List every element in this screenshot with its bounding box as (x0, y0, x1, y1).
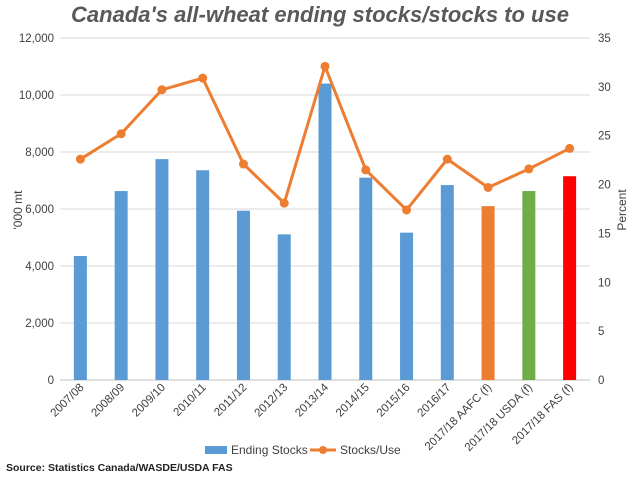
x-tick-label: 2007/08 (49, 382, 87, 420)
line-point (361, 165, 371, 175)
bar (359, 177, 373, 380)
right-axis-ticks: 0 5 10 15 20 25 30 35 (598, 33, 611, 387)
line-point (565, 143, 575, 153)
right-tick-label: 5 (598, 326, 604, 338)
bar (155, 159, 169, 380)
right-tick-label: 30 (598, 82, 611, 94)
line-point (157, 85, 167, 95)
legend-swatch-ending-stocks (205, 446, 227, 454)
bar (563, 176, 577, 380)
x-tick-label: 2012/13 (252, 382, 290, 420)
bar (236, 210, 250, 380)
right-tick-label: 35 (598, 33, 611, 45)
bar (440, 185, 454, 380)
bar (522, 191, 536, 380)
bar (114, 191, 128, 380)
line-point (198, 73, 208, 83)
bar (318, 83, 332, 380)
bar (196, 170, 210, 380)
left-tick-label: 12,000 (19, 33, 54, 45)
x-tick-label: 2010/11 (172, 382, 209, 419)
right-tick-label: 15 (598, 228, 611, 240)
line-point (402, 205, 412, 215)
x-tick-label: 2015/16 (375, 382, 413, 420)
x-tick-label: 2008/09 (89, 382, 127, 420)
line-point (238, 159, 248, 169)
left-tick-label: 0 (48, 375, 54, 387)
line-point (483, 183, 493, 193)
legend-label-stocks-use: Stocks/Use (340, 443, 401, 457)
x-tick-label: 2014/15 (334, 382, 372, 420)
right-tick-label: 0 (598, 375, 604, 387)
line-point (116, 129, 126, 139)
chart-title: Canada's all-wheat ending stocks/stocks … (71, 2, 569, 27)
line-point (442, 154, 452, 164)
left-tick-label: 6,000 (25, 204, 54, 216)
line-series (75, 61, 575, 215)
line-point (524, 164, 534, 174)
bar (400, 232, 414, 380)
left-tick-label: 4,000 (25, 261, 54, 273)
line-point (279, 198, 289, 208)
left-tick-label: 8,000 (25, 147, 54, 159)
bar-series (73, 83, 577, 380)
x-tick-label: 2009/10 (130, 382, 168, 420)
bar (73, 256, 87, 380)
line-point (75, 154, 85, 164)
right-tick-label: 25 (598, 131, 611, 143)
x-tick-label: 2013/14 (293, 381, 331, 419)
line-point (320, 61, 330, 71)
left-tick-label: 2,000 (25, 318, 54, 330)
x-axis-labels: 2007/08 2008/09 2009/10 2010/11 2011/12 2012/… (49, 381, 576, 454)
legend: Ending Stocks Stocks/Use (205, 443, 401, 457)
left-axis-ticks: 0 2,000 4,000 6,000 8,000 10,000 12,000 (19, 33, 54, 387)
source-note: Source: Statistics Canada/WASDE/USDA FAS (6, 462, 233, 474)
left-tick-label: 10,000 (19, 90, 54, 102)
x-tick-label: 2011/12 (212, 382, 249, 419)
right-axis-title: Percent (615, 189, 629, 231)
left-axis-title: '000 mt (11, 190, 25, 230)
right-tick-label: 20 (598, 180, 611, 192)
legend-label-ending-stocks: Ending Stocks (231, 443, 308, 457)
bar (481, 206, 495, 380)
right-tick-label: 10 (598, 277, 611, 289)
bar (277, 234, 291, 380)
x-tick-label: 2016/17 (416, 382, 454, 420)
legend-marker-stocks-use (319, 446, 327, 454)
